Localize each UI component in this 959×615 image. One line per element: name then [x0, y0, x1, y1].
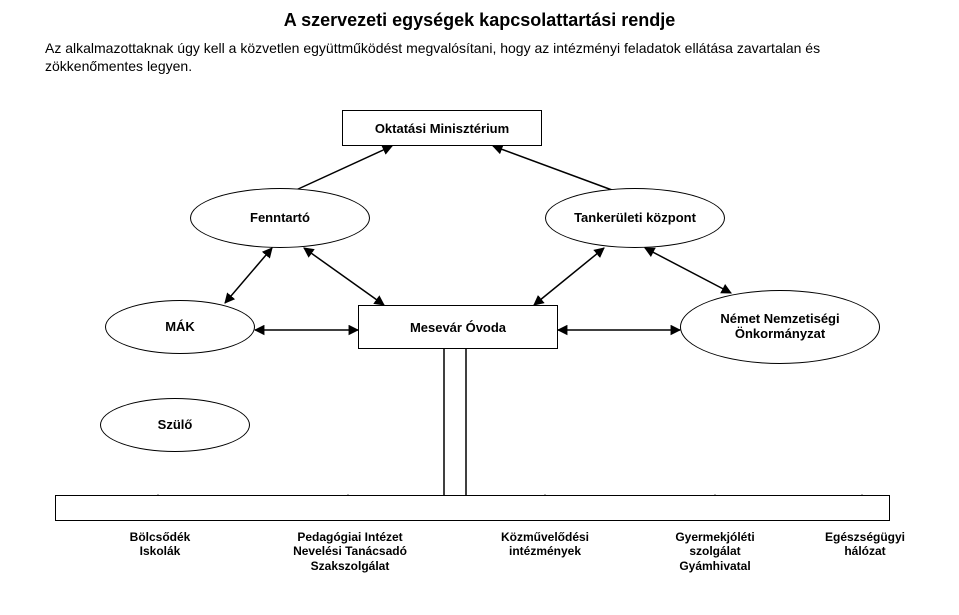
node-fenntarto: Fenntartó	[190, 188, 370, 248]
node-oktatasi-miniszterium: Oktatási Minisztérium	[342, 110, 542, 146]
node-nemet-nemzetisegi: Német Nemzetiségi Önkormányzat	[680, 290, 880, 364]
node-tankeruleti-kozpont: Tankerületi központ	[545, 188, 725, 248]
bottom-label-2: Közművelődésiintézmények	[470, 530, 620, 559]
bottom-label-4: Egészségügyihálózat	[800, 530, 930, 559]
diagram-canvas: A szervezeti egységek kapcsolattartási r…	[0, 0, 959, 615]
bottom-label-1: Pedagógiai IntézetNevelési TanácsadóSzak…	[260, 530, 440, 573]
node-szulo: Szülő	[100, 398, 250, 452]
node-mesevar-ovoda: Mesevár Óvoda	[358, 305, 558, 349]
intro-paragraph: Az alkalmazottaknak úgy kell a közvetlen…	[45, 40, 914, 75]
node-mak: MÁK	[105, 300, 255, 354]
node-bottom-bar	[55, 495, 890, 521]
bottom-label-3: GyermekjólétiszolgálatGyámhivatal	[640, 530, 790, 573]
bottom-label-0: BölcsődékIskolák	[95, 530, 225, 559]
page-title: A szervezeti egységek kapcsolattartási r…	[0, 10, 959, 31]
